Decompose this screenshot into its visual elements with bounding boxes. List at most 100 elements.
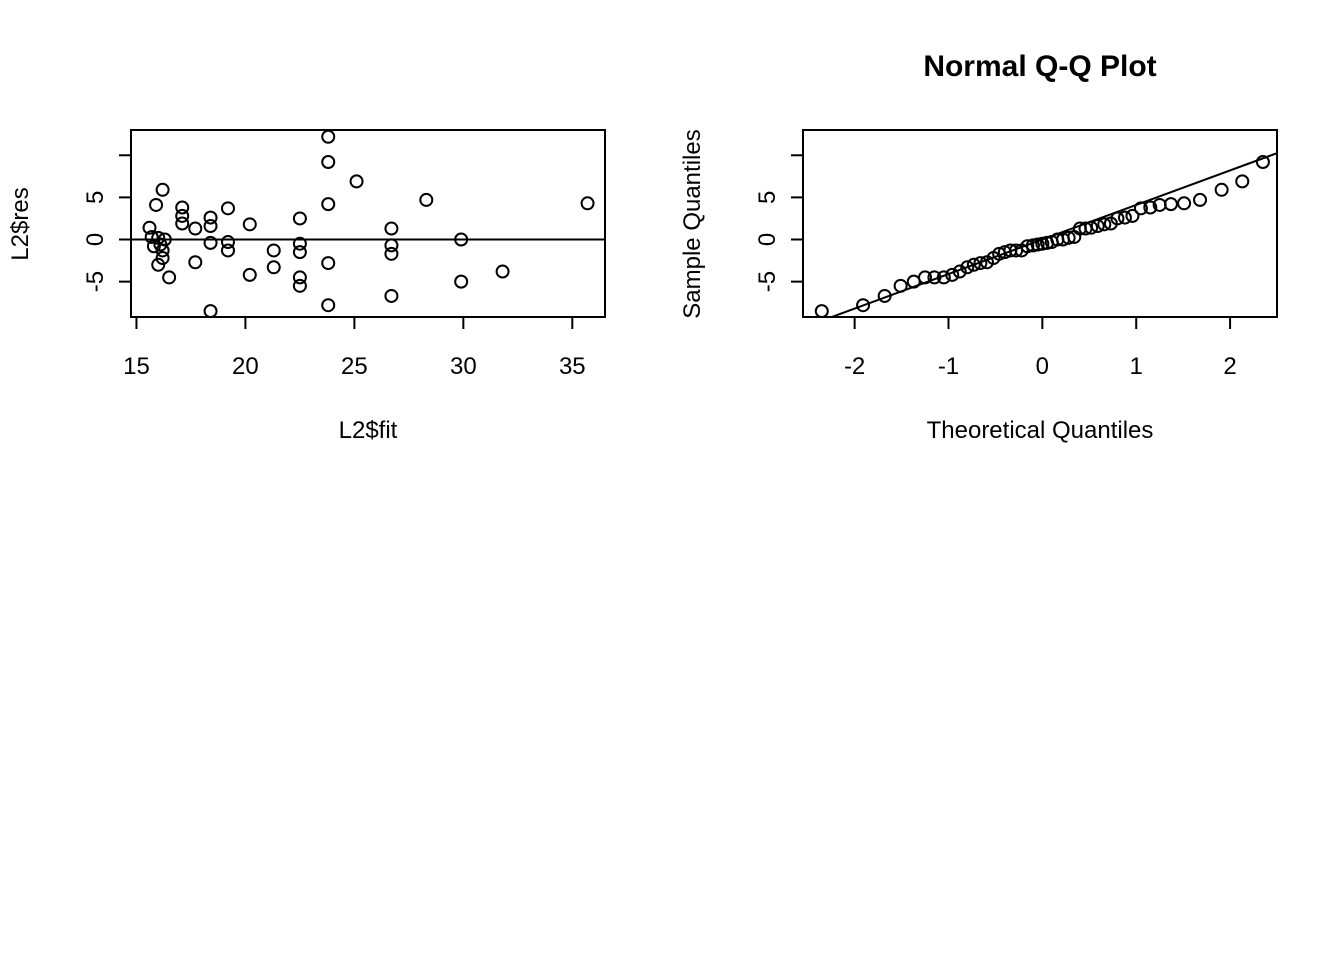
data-point (175, 208, 190, 223)
data-point (1061, 230, 1076, 245)
x-tick-label: -2 (844, 353, 865, 380)
y-axis: -5 0 5 (82, 154, 132, 292)
normal-qq-panel: -2 -1 0 1 2 -5 0 5 Normal Q-Q Plot Theoretical… (679, 50, 1278, 444)
data-point (155, 182, 170, 197)
x-tick-label: 1 (1130, 353, 1143, 380)
data-point (157, 232, 172, 247)
data-point (203, 304, 218, 319)
residuals-vs-fitted-panel: 15 20 25 30 35 -5 0 5 L2$fit L2$res (7, 129, 606, 444)
data-point (877, 288, 892, 303)
y-tick-label: 5 (82, 191, 109, 204)
data-point (144, 229, 159, 244)
data-point (973, 256, 988, 271)
x-tick-label: 35 (559, 353, 586, 380)
y-axis-title: Sample Quantiles (679, 129, 706, 318)
data-point (384, 221, 399, 236)
y-axis-title: L2$res (7, 187, 34, 260)
data-point (814, 304, 829, 319)
data-point (321, 298, 336, 313)
y-tick-label: 5 (754, 191, 781, 204)
data-point (155, 251, 170, 266)
plot-frame (802, 129, 1278, 318)
y-tick-label: 0 (754, 233, 781, 246)
data-point (1143, 200, 1158, 215)
data-point (945, 267, 960, 282)
data-point (242, 217, 257, 232)
data-point (580, 196, 595, 211)
data-point (203, 210, 218, 225)
data-point (384, 246, 399, 261)
data-point (151, 230, 166, 245)
x-axis: -2 -1 0 1 2 (844, 316, 1237, 380)
x-axis-title: Theoretical Quantiles (927, 417, 1154, 444)
data-point (292, 211, 307, 226)
data-point (266, 260, 281, 275)
data-point (952, 264, 967, 279)
data-point (1255, 155, 1270, 170)
data-point (321, 197, 336, 212)
data-point (1235, 174, 1250, 189)
data-point (162, 270, 177, 285)
data-point (419, 192, 434, 207)
data-point (188, 221, 203, 236)
data-point (175, 200, 190, 215)
x-tick-label: 15 (123, 353, 150, 380)
data-point (220, 243, 235, 258)
data-point (966, 257, 981, 272)
data-point (856, 298, 871, 313)
points-group (142, 129, 595, 319)
data-point (1020, 239, 1035, 254)
x-axis-title: L2$fit (339, 417, 398, 444)
plot-frame (130, 129, 606, 318)
x-tick-label: 20 (232, 353, 259, 380)
data-point (321, 256, 336, 271)
data-point (1110, 211, 1125, 226)
y-tick-label: 0 (82, 233, 109, 246)
data-point (927, 270, 942, 285)
data-point (175, 216, 190, 231)
data-point (1214, 182, 1229, 197)
data-point (292, 278, 307, 293)
data-point (203, 219, 218, 234)
data-point (266, 243, 281, 258)
y-tick-label: -5 (82, 271, 109, 292)
x-axis: 15 20 25 30 35 (123, 316, 586, 380)
data-point (960, 260, 975, 275)
data-point (321, 129, 336, 144)
data-point (321, 155, 336, 170)
x-tick-label: 0 (1036, 353, 1049, 380)
data-point (242, 267, 257, 282)
data-point (149, 197, 164, 212)
data-point (384, 238, 399, 253)
x-tick-label: 25 (341, 353, 368, 380)
data-point (936, 270, 951, 285)
data-point (1117, 210, 1132, 225)
data-point (1177, 196, 1192, 211)
reference-line-group (828, 152, 1277, 317)
data-point (918, 270, 933, 285)
data-point (292, 236, 307, 251)
y-tick-label: -5 (754, 271, 781, 292)
data-point (1084, 220, 1099, 235)
data-point (188, 255, 203, 270)
data-point (1090, 219, 1105, 234)
x-tick-label: 30 (450, 353, 477, 380)
data-point (142, 220, 157, 235)
points-group (814, 155, 1270, 319)
chart-title: Normal Q-Q Plot (923, 50, 1156, 83)
data-point (292, 270, 307, 285)
x-tick-label: -1 (938, 353, 959, 380)
data-point (495, 264, 510, 279)
data-point (384, 288, 399, 303)
data-point (454, 232, 469, 247)
data-point (893, 278, 908, 293)
data-point (1193, 192, 1208, 207)
data-point (349, 174, 364, 189)
data-point (1163, 197, 1178, 212)
data-point (1097, 217, 1112, 232)
y-axis: -5 0 5 (754, 154, 804, 292)
reference-line (828, 152, 1277, 317)
data-point (292, 245, 307, 260)
data-point (1125, 208, 1140, 223)
